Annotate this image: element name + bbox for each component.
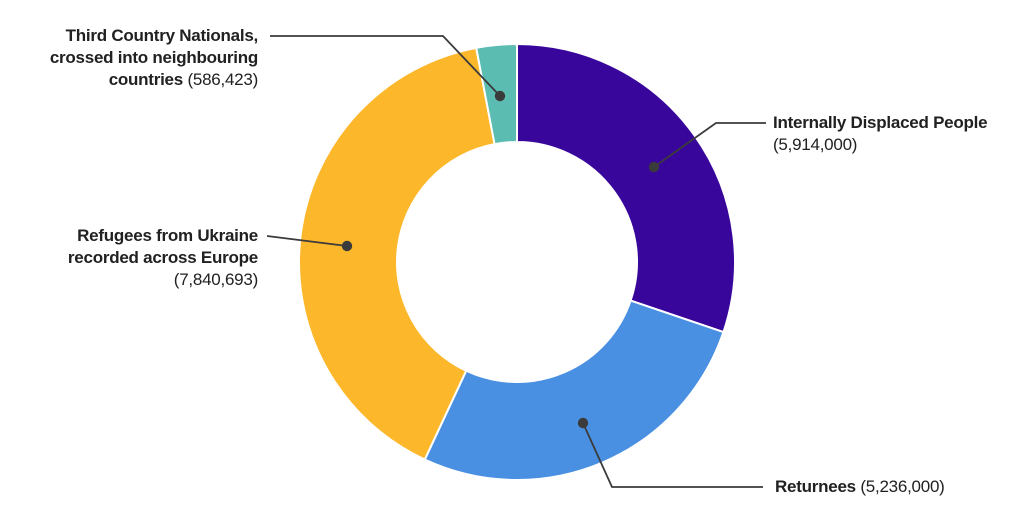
callout-label-line: recorded across Europe [68, 247, 258, 269]
callout-returnees: Returnees (5,236,000) [775, 476, 945, 498]
segment-label: countries [108, 70, 184, 89]
callout-refugees-from-ukraine: Refugees from Ukraine recorded across Eu… [68, 225, 258, 291]
leader-line-returnees [582, 422, 763, 488]
callout-dot-idp [648, 161, 660, 173]
segment-label: recorded across Europe [67, 248, 258, 267]
callout-label-line: Refugees from Ukraine [68, 225, 258, 247]
donut-slice-returnees[interactable] [423, 299, 725, 481]
callout-label-line: Internally Displaced People [773, 112, 988, 134]
segment-label: Refugees from Ukraine [77, 226, 258, 245]
callout-third-country-nationals: Third Country Nationals, crossed into ne… [50, 25, 258, 91]
donut-slice-idp[interactable] [516, 43, 736, 334]
segment-value: (7,840,693) [173, 270, 258, 289]
donut-slice-refugees[interactable] [298, 46, 496, 461]
segment-label: crossed into neighbouring [49, 48, 258, 67]
callout-label-line: Returnees (5,236,000) [775, 476, 945, 498]
callout-internally-displaced-people: Internally Displaced People (5,914,000) [773, 112, 988, 156]
callout-label-line: (5,914,000) [773, 134, 987, 156]
callout-label-line: (7,840,693) [68, 269, 258, 291]
leader-lines [266, 35, 766, 488]
callout-dot-refugees [341, 240, 353, 252]
segment-value: (5,914,000) [773, 135, 858, 154]
callout-label-line: countries (586,423) [50, 69, 259, 91]
callout-label-line: crossed into neighbouring [50, 47, 258, 69]
callout-dots [341, 90, 660, 429]
segment-label: Internally Displaced People [773, 113, 988, 132]
leader-line-idp [653, 122, 766, 168]
segment-label: Third Country Nationals, [65, 26, 259, 45]
callout-label-line: Third Country Nationals, [50, 25, 259, 47]
leader-line-tcn [270, 35, 501, 97]
segment-value: (5,236,000) [860, 477, 945, 496]
segment-label: Returnees [775, 477, 856, 496]
leader-line-refugees [266, 235, 348, 247]
callout-dot-returnees [577, 417, 589, 429]
callout-dot-tcn [494, 90, 506, 102]
donut-slices [298, 43, 736, 481]
segment-value: (586,423) [187, 70, 258, 89]
